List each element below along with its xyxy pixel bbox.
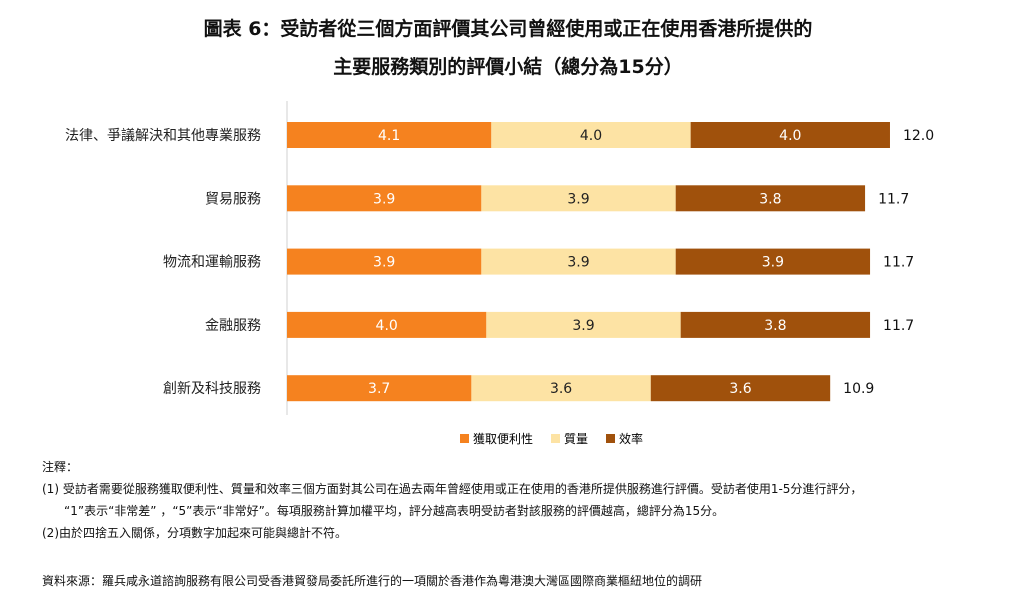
category-label: 創新及科技服務 xyxy=(163,381,261,397)
chart-notes: 注釋： (1) 受訪者需要從服務獲取便利性、質量和效率三個方面對其公司在過去兩年… xyxy=(42,456,862,544)
data-label: 4.0 xyxy=(376,318,398,334)
chart-legend: 獲取便利性 質量 效率 xyxy=(460,430,643,447)
category-label: 法律、爭議解決和其他專業服務 xyxy=(65,127,261,144)
bar-segment xyxy=(675,185,866,212)
data-label: 3.9 xyxy=(567,191,589,207)
bar-segment xyxy=(287,248,482,275)
legend-label: 效率 xyxy=(619,432,644,446)
total-label: 11.7 xyxy=(878,191,909,207)
data-label: 3.8 xyxy=(764,318,786,334)
category-label: 物流和運輸服務 xyxy=(163,255,261,271)
bar-segment xyxy=(287,122,492,148)
notes-heading: 注釋： xyxy=(42,460,79,474)
category-label: 貿易服務 xyxy=(205,191,261,207)
data-label: 3.9 xyxy=(373,255,395,271)
data-label: 4.1 xyxy=(378,128,400,144)
bar-segment xyxy=(486,311,681,338)
legend-swatch xyxy=(551,434,561,443)
legend-swatch xyxy=(460,434,469,443)
chart-title-line1: 圖表 6：受訪者從三個方面評價其公司曾經使用或正在使用香港所提供的 xyxy=(203,18,813,40)
legend-swatch xyxy=(606,434,616,443)
data-label: 4.0 xyxy=(580,128,602,144)
data-label: 3.7 xyxy=(368,381,390,397)
bar-segment xyxy=(287,185,482,212)
bar-segment xyxy=(481,185,676,212)
bar-segment xyxy=(675,248,871,275)
total-label: 10.9 xyxy=(843,381,874,397)
bar-segment xyxy=(650,375,831,402)
bar-segment xyxy=(287,375,472,402)
data-label: 3.9 xyxy=(572,318,594,334)
data-label: 3.8 xyxy=(759,191,781,207)
total-label: 11.7 xyxy=(883,255,914,271)
data-label: 3.9 xyxy=(567,255,589,271)
chart-title-line2: 主要服務類別的評價小結（總分為15分） xyxy=(333,56,683,78)
bar-segment xyxy=(491,122,691,148)
data-label: 3.9 xyxy=(373,191,395,207)
total-label: 12.0 xyxy=(903,128,934,144)
data-label: 3.6 xyxy=(729,381,751,397)
data-label: 3.9 xyxy=(762,255,784,271)
data-label: 4.0 xyxy=(779,128,801,144)
category-label: 金融服務 xyxy=(205,318,261,334)
source-note: 資料來源：羅兵咸永道諮詢服務有限公司受香港貿發局委託所進行的一項關於香港作為粵港… xyxy=(42,574,703,588)
note-2: (2)由於四捨五入關係，分項數字加起來可能與總計不符。 xyxy=(42,526,348,540)
stacked-bar-chart: 法律、爭議解決和其他專業服務 4.1 4.0 4.0 12.0 貿易服務 3.9 3.9 3.8… xyxy=(65,101,934,415)
legend-label: 獲取便利性 xyxy=(473,432,534,446)
bar-segment xyxy=(471,375,651,402)
legend-item-efficiency: 效率 xyxy=(606,430,643,447)
legend-label: 質量 xyxy=(564,432,589,446)
note-1-continued: “1”表示“非常差” ，“5”表示“非常好”。每項服務計算加權平均，評分越高表明… xyxy=(64,504,725,518)
bar-segment xyxy=(690,122,890,148)
note-1: (1) 受訪者需要從服務獲取便利性、質量和效率三個方面對其公司在過去兩年曾經使用… xyxy=(42,482,863,496)
data-label: 3.6 xyxy=(550,381,572,397)
legend-item-access: 獲取便利性 xyxy=(460,430,533,447)
bar-segment xyxy=(481,248,676,275)
bar-segment xyxy=(287,311,487,338)
legend-item-quality: 質量 xyxy=(551,430,588,447)
bar-segment xyxy=(680,311,871,338)
total-label: 11.7 xyxy=(883,318,914,334)
